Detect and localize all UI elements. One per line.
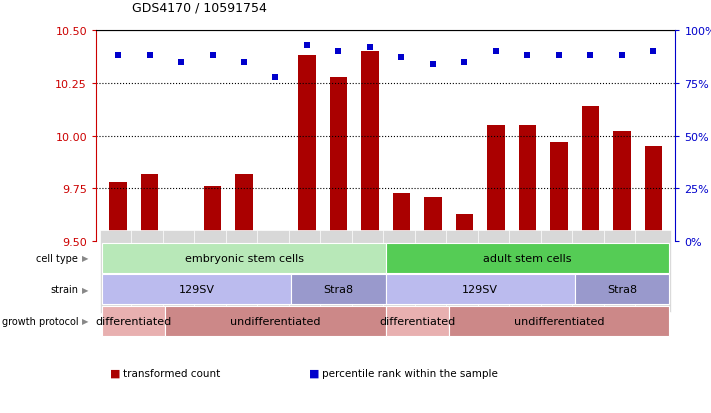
Bar	[330, 77, 347, 242]
Text: Stra8: Stra8	[607, 285, 637, 294]
Bar	[487, 126, 505, 242]
Bar	[456, 214, 473, 242]
Text: ■: ■	[110, 368, 121, 378]
Bar	[235, 174, 252, 242]
Text: strain: strain	[50, 285, 78, 294]
Text: differentiated: differentiated	[96, 316, 172, 326]
Text: differentiated: differentiated	[379, 316, 455, 326]
Text: ■: ■	[309, 368, 320, 378]
Text: 129SV: 129SV	[462, 285, 498, 294]
Bar	[267, 237, 284, 242]
Bar	[172, 237, 190, 242]
Bar	[392, 193, 410, 242]
Text: ▶: ▶	[82, 316, 89, 325]
Text: Stra8: Stra8	[324, 285, 353, 294]
Text: cell type: cell type	[36, 253, 78, 263]
Bar	[424, 197, 442, 242]
Bar	[519, 126, 536, 242]
Bar	[645, 147, 662, 242]
Text: 129SV: 129SV	[178, 285, 215, 294]
Text: ▶: ▶	[82, 254, 89, 263]
Text: transformed count: transformed count	[123, 368, 220, 378]
Bar	[204, 187, 221, 242]
Text: GDS4170 / 10591754: GDS4170 / 10591754	[132, 2, 267, 14]
Bar	[109, 183, 127, 242]
Bar	[550, 142, 567, 242]
Bar	[299, 56, 316, 242]
Text: ▶: ▶	[82, 285, 89, 294]
Bar	[141, 174, 158, 242]
Bar	[582, 107, 599, 242]
Bar	[361, 52, 379, 242]
Text: undifferentiated: undifferentiated	[230, 316, 321, 326]
Text: growth protocol: growth protocol	[1, 316, 78, 326]
Bar	[614, 132, 631, 242]
Text: embryonic stem cells: embryonic stem cells	[184, 253, 304, 263]
Text: adult stem cells: adult stem cells	[483, 253, 572, 263]
Text: percentile rank within the sample: percentile rank within the sample	[322, 368, 498, 378]
Text: undifferentiated: undifferentiated	[513, 316, 604, 326]
